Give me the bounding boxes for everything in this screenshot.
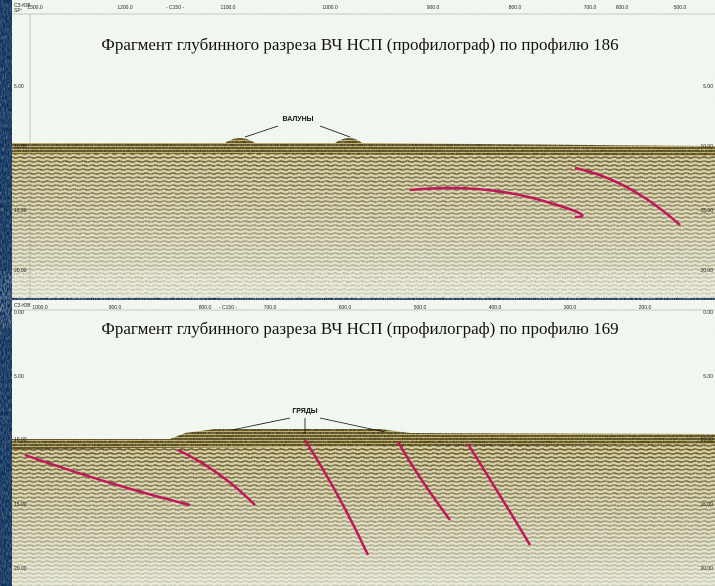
top-tick-label: 1000.0: [322, 5, 338, 11]
depth-label: 15.00: [14, 208, 27, 214]
panel-title: Фрагмент глубинного разреза ВЧ НСП (проф…: [101, 35, 618, 54]
depth-label: 20.00: [14, 268, 27, 274]
top-tick-label: 1300.0: [27, 5, 43, 11]
top-tick-label: - C150 -: [219, 305, 237, 311]
sp-label: SP:: [14, 8, 22, 14]
depth-label: 10.00: [14, 437, 27, 443]
top-tick-label: 800.0: [199, 305, 212, 311]
top-tick-label: 500.0: [674, 5, 687, 11]
panel-169: [12, 300, 715, 586]
depth-label-right: 5.00: [703, 374, 713, 380]
top-tick-label: 500.0: [414, 305, 427, 311]
top-tick-label: 300.0: [564, 305, 577, 311]
depth-label-right: 20.00: [700, 566, 713, 572]
top-tick-label: 1000.0: [32, 305, 48, 311]
feature-label: ГРЯДЫ: [292, 408, 317, 415]
feature-label: ВАЛУНЫ: [282, 116, 313, 123]
depth-label: 5.00: [14, 84, 24, 90]
profiles: СЗ-ЮВ SP: Фрагмент глубинного разреза ВЧ Н…: [0, 0, 715, 586]
top-tick-label: 400.0: [489, 305, 502, 311]
depth-label: 20.00: [14, 566, 27, 572]
top-tick-label: 700.0: [264, 305, 277, 311]
top-tick-label: 900.0: [427, 5, 440, 11]
top-tick-label: 900.0: [109, 305, 122, 311]
depth-label: 5.00: [14, 374, 24, 380]
top-tick-label: 600.0: [616, 5, 629, 11]
top-tick-label: 200.0: [639, 305, 652, 311]
top-tick-label: 1100.0: [221, 5, 236, 11]
depth-label-right: 15.00: [700, 208, 713, 214]
depth-label-right: 20.00: [700, 268, 713, 274]
depth-label: 10.00: [14, 144, 27, 150]
top-tick-label: 1200.0: [117, 5, 133, 11]
panel-title: Фрагмент глубинного разреза ВЧ НСП (проф…: [101, 319, 618, 338]
depth-label: 0.00: [14, 310, 24, 316]
top-tick-label: 700.0: [584, 5, 597, 11]
depth-label-right: 5.00: [703, 84, 713, 90]
depth-label: 15.00: [14, 502, 27, 508]
depth-label-right: 10.00: [700, 144, 713, 150]
depth-label-right: 0.00: [703, 310, 713, 316]
depth-label-right: 10.00: [700, 437, 713, 443]
top-tick-label: 600.0: [339, 305, 352, 311]
depth-label-right: 15.00: [700, 502, 713, 508]
top-tick-label: 800.0: [509, 5, 522, 11]
top-tick-label: - C150 -: [166, 5, 184, 11]
panel-header: СЗ-ЮВ: [14, 303, 31, 309]
